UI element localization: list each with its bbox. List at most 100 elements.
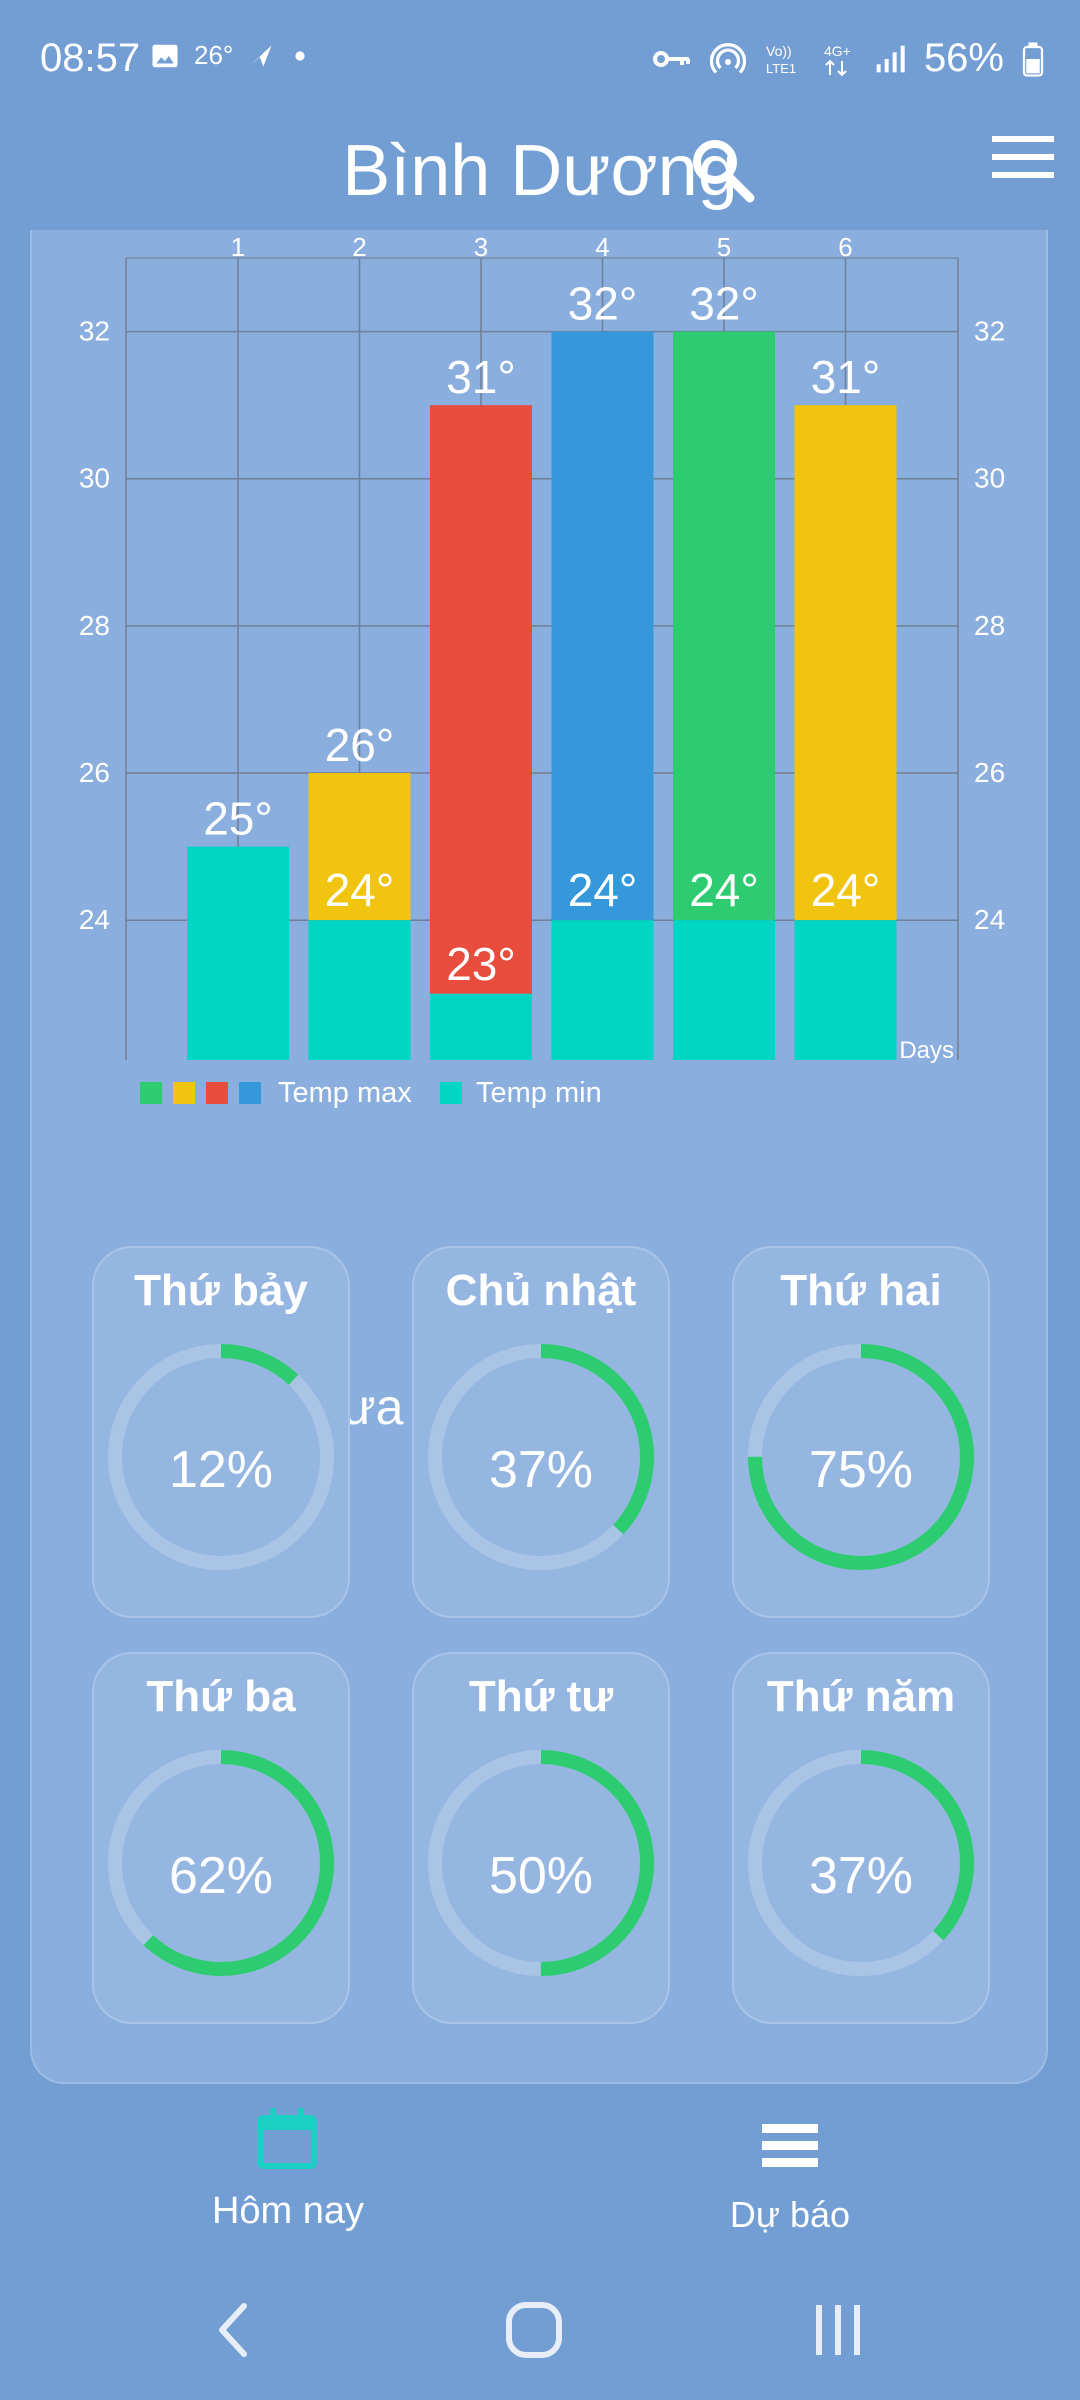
back-icon[interactable] bbox=[212, 2300, 252, 2360]
chart-bar-temp-min bbox=[308, 920, 411, 1060]
system-navigation bbox=[0, 2264, 1080, 2400]
page-title: Bình Dương bbox=[342, 131, 738, 211]
chart-bar-temp-max bbox=[430, 405, 532, 994]
legend-swatch-max bbox=[140, 1082, 162, 1104]
chart-xtick-label: 2 bbox=[352, 232, 366, 262]
svg-text:LTE1: LTE1 bbox=[766, 61, 796, 76]
chart-ytick-label-left: 26 bbox=[79, 757, 110, 788]
chart-bar-temp-min bbox=[187, 846, 289, 1060]
chart-xtick-label: 5 bbox=[717, 232, 731, 262]
chart-bar-temp-min bbox=[551, 920, 654, 1060]
app-header: Bình Dương bbox=[0, 120, 1080, 230]
calendar-icon bbox=[257, 2108, 317, 2169]
chart-ytick-label-left: 32 bbox=[79, 316, 110, 347]
temperature-chart: 24 24 26 26 28 28 30 30 32 32 1 2 3 4 5 6 25° 26° 24° 31° 23… bbox=[79, 232, 1005, 1109]
vpn-key-icon bbox=[652, 50, 690, 67]
status-time: 08:57 bbox=[40, 36, 141, 80]
rain-tile-percent: 75% bbox=[808, 1441, 914, 1499]
chart-ytick-label-left: 24 bbox=[79, 904, 110, 935]
menu-icon[interactable] bbox=[990, 128, 1056, 188]
rain-tile-day: Thứ ba bbox=[146, 1672, 296, 1721]
image-icon bbox=[152, 44, 178, 67]
search-icon[interactable] bbox=[688, 132, 758, 212]
status-left-icons: 26° bbox=[150, 40, 311, 71]
rain-tile-day: Thứ năm bbox=[766, 1672, 956, 1721]
svg-text:4G+: 4G+ bbox=[824, 43, 851, 59]
rain-tile: Thứ tư 50% bbox=[412, 1652, 670, 2024]
chart-ytick-label-left: 28 bbox=[79, 610, 110, 641]
hotspot-icon bbox=[709, 42, 746, 74]
rain-tile-day: Chủ nhật bbox=[445, 1266, 637, 1315]
rain-tile-percent: 50% bbox=[488, 1847, 594, 1905]
svg-text:Vo)): Vo)) bbox=[766, 43, 792, 59]
rain-progress-ring bbox=[428, 1344, 654, 1570]
rain-tile-day: Thứ hai bbox=[780, 1266, 942, 1315]
rain-ring-progress bbox=[748, 1750, 974, 1976]
chart-data-label-max: 32° bbox=[689, 278, 759, 330]
chart-ytick-label-right: 32 bbox=[974, 316, 1005, 347]
chart-bar-temp-min bbox=[794, 920, 897, 1060]
chart-data-label-min: 23° bbox=[446, 938, 516, 990]
rain-tile: Chủ nhật 37% bbox=[412, 1246, 670, 1618]
legend-swatch-max bbox=[206, 1082, 228, 1104]
rain-tile: Thứ bảy 12% bbox=[92, 1246, 350, 1618]
chart-data-label-min: 24° bbox=[568, 864, 638, 916]
chart-ytick-label-right: 26 bbox=[974, 757, 1005, 788]
rain-progress-ring bbox=[108, 1344, 334, 1570]
legend-swatch-max bbox=[173, 1082, 195, 1104]
nav-forecast[interactable]: Dự báo bbox=[640, 2084, 940, 2264]
volte-icon: Vo)) LTE1 bbox=[766, 43, 796, 76]
rain-ring-progress bbox=[748, 1344, 974, 1570]
chart-data-label-min: 24° bbox=[811, 864, 881, 916]
chart-ytick-label-right: 30 bbox=[974, 463, 1005, 494]
chart-bar-temp-max bbox=[551, 331, 654, 921]
chart-data-label-max: 31° bbox=[811, 351, 881, 403]
home-icon[interactable] bbox=[504, 2300, 564, 2360]
chart-xtick-label: 3 bbox=[474, 232, 488, 262]
nav-forecast-label: Dự báo bbox=[729, 2194, 851, 2235]
rain-tile-percent: 62% bbox=[168, 1847, 274, 1905]
nav-today-label: Hôm nay bbox=[211, 2190, 365, 2232]
chart-bar-temp-max bbox=[794, 405, 897, 921]
rain-tile-percent: 37% bbox=[808, 1847, 914, 1905]
chart-bar-temp-min bbox=[673, 920, 775, 1060]
rain-tile: Thứ hai 75% bbox=[732, 1246, 990, 1618]
battery-icon bbox=[1022, 42, 1044, 77]
signal-icon bbox=[876, 45, 905, 72]
chart-bar-temp-max bbox=[308, 773, 411, 921]
chart-bar-temp-min bbox=[430, 993, 532, 1060]
chart-ytick-label-right: 24 bbox=[974, 904, 1005, 935]
navigation-icon bbox=[250, 45, 272, 66]
rain-progress-ring bbox=[748, 1344, 974, 1570]
rain-tile-day: Thứ bảy bbox=[134, 1266, 308, 1315]
legend-swatch-max bbox=[239, 1082, 261, 1104]
chart-data-label-max: 32° bbox=[568, 278, 638, 330]
status-temp: 26° bbox=[194, 40, 234, 70]
rain-tile: Thứ ba 62% bbox=[92, 1652, 350, 2024]
rain-tile-percent: 37% bbox=[488, 1441, 594, 1499]
nav-today[interactable]: Hôm nay bbox=[138, 2084, 438, 2264]
chart-xtick-label: 4 bbox=[595, 232, 609, 262]
rain-tile-percent: 12% bbox=[168, 1441, 274, 1499]
recents-icon[interactable] bbox=[810, 2302, 866, 2358]
rain-progress-ring bbox=[108, 1750, 334, 1976]
dot-icon bbox=[295, 50, 305, 61]
chart-xtick-label: 6 bbox=[838, 232, 852, 262]
rain-ring-progress bbox=[108, 1344, 334, 1570]
status-right-icons: Vo)) LTE1 4G+ 56% bbox=[652, 36, 1044, 81]
bottom-navigation: Hôm nay Dự báo bbox=[0, 2084, 1080, 2264]
rain-progress-ring bbox=[428, 1750, 654, 1976]
weather-card: 24 24 26 26 28 28 30 30 32 32 1 2 3 4 5 6 25° 26° 24° 31° 23… bbox=[30, 230, 1048, 2084]
legend-label-max: Temp max bbox=[278, 1077, 412, 1109]
battery-percent: 56% bbox=[923, 36, 1004, 80]
chart-xtick-label: 1 bbox=[231, 232, 245, 262]
4g-icon: 4G+ bbox=[824, 43, 851, 76]
rain-progress-ring bbox=[748, 1750, 974, 1976]
chart-ytick-label-right: 28 bbox=[974, 610, 1005, 641]
rain-ring-progress bbox=[428, 1750, 654, 1976]
legend-swatch-min bbox=[440, 1082, 462, 1104]
chart-bar-temp-max bbox=[673, 331, 775, 921]
list-icon bbox=[762, 2124, 818, 2167]
chart-data-label-max: 26° bbox=[325, 719, 395, 771]
chart-data-label-max: 31° bbox=[446, 351, 516, 403]
